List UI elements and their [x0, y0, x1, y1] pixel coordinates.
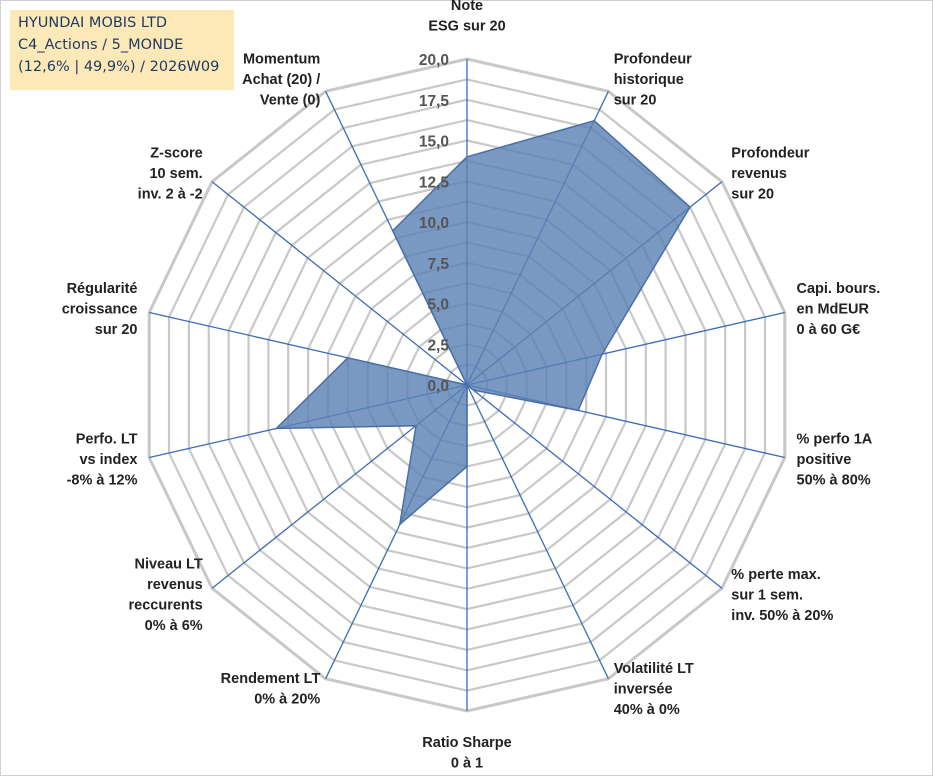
axis-tick-label: 15,0 [419, 134, 449, 151]
category-label-line: croissance [62, 302, 138, 318]
category-label-line: inv. 50% à 20% [731, 608, 833, 624]
category-label: Perfo. LT vs index -8% à 12% [67, 432, 138, 489]
axis-tick-label: 5,0 [427, 297, 449, 314]
category-label-line: Régularité [67, 281, 138, 297]
category-label-line: Ratio Sharpe [422, 735, 511, 751]
category-label-line: % perfo 1A [797, 432, 873, 448]
category-label-line: inversée [614, 681, 673, 697]
category-label: Profondeur historique sur 20 [614, 52, 692, 109]
category-label-line: Perfo. LT [76, 432, 138, 448]
spoke-line [211, 181, 468, 386]
category-label-line: Profondeur [731, 146, 809, 162]
title-company: HYUNDAI MOBIS LTD [18, 15, 168, 31]
category-label-line: 50% à 80% [797, 473, 871, 489]
axis-tick-label: 20,0 [419, 52, 449, 69]
axis-tick-label: 2,5 [427, 337, 449, 354]
category-label-line: 0% à 20% [254, 692, 320, 708]
spoke-line [466, 384, 609, 679]
spoke-line [466, 384, 723, 589]
category-label-line: ESG sur 20 [428, 19, 505, 35]
category-label-line: sur 20 [95, 322, 138, 338]
category-label-line: -8% à 12% [67, 473, 138, 489]
category-label-line: Niveau LT [134, 557, 202, 573]
title-stats: (12,6% | 49,9%) / 2026W09 [18, 59, 220, 75]
category-label-line: sur 20 [614, 93, 657, 109]
category-label: Capi. bours. en MdEUR 0 à 60 G€ [797, 281, 881, 338]
category-label: Z-score 10 sem. inv. 2 à -2 [138, 146, 203, 203]
category-label-line: Momentum [243, 52, 320, 68]
category-label-line: historique [614, 72, 684, 88]
category-label-line: 0% à 6% [145, 618, 203, 634]
category-label-line: positive [797, 452, 852, 468]
category-label: Niveau LT revenus reccurents 0% à 6% [129, 557, 203, 635]
category-label-line: 0 à 60 G€ [797, 322, 861, 338]
category-label-line: Rendement LT [221, 671, 321, 687]
radar-ticks: 0,0 2,5 5,0 7,5 10,0 12,5 15,0 17,5 20,0 [419, 52, 450, 395]
category-label: Momentum Achat (20) / Vente (0) [242, 52, 320, 109]
category-label-line: Note [451, 0, 483, 14]
radar-category-labels: Note ESG sur 20 Profondeur historique sur 20… [62, 0, 881, 772]
axis-tick-label: 10,0 [419, 215, 449, 232]
category-label-line: en MdEUR [797, 302, 870, 318]
category-label: % perfo 1A positive 50% à 80% [797, 432, 873, 489]
category-label-line: Volatilité LT [614, 661, 694, 677]
chart-title-box: HYUNDAI MOBIS LTD C4_Actions / 5_MONDE (… [10, 10, 234, 90]
category-label-line: Z-score [150, 146, 202, 162]
category-label-line: % perte max. [731, 567, 820, 583]
category-label-line: Vente (0) [260, 93, 321, 109]
category-label-line: revenus [147, 577, 203, 593]
category-label-line: sur 20 [731, 187, 774, 203]
category-label: % perte max. sur 1 sem. inv. 50% à 20% [731, 567, 833, 624]
radar-series [274, 119, 691, 527]
title-category: C4_Actions / 5_MONDE [18, 37, 184, 53]
category-label-line: sur 1 sem. [731, 588, 803, 604]
category-label-line: inv. 2 à -2 [138, 187, 203, 203]
category-label-line: reccurents [129, 598, 203, 614]
category-label-line: Profondeur [614, 52, 692, 68]
category-label: Profondeur revenus sur 20 [731, 146, 809, 203]
axis-tick-label: 7,5 [427, 256, 449, 273]
category-label-line: Capi. bours. [797, 281, 881, 297]
category-label-line: revenus [731, 166, 787, 182]
category-label-line: 40% à 0% [614, 702, 680, 718]
category-label: Ratio Sharpe 0 à 1 [422, 735, 511, 772]
category-label-line: 0 à 1 [451, 756, 483, 772]
category-label: Note ESG sur 20 [428, 0, 505, 35]
category-label-line: 10 sem. [149, 166, 202, 182]
category-label: Rendement LT 0% à 20% [221, 671, 321, 708]
axis-tick-label: 12,5 [419, 174, 450, 191]
category-label-line: vs index [79, 452, 137, 468]
axis-tick-label: 17,5 [419, 93, 450, 110]
category-label: Régularité croissance sur 20 [62, 281, 138, 338]
category-label: Volatilité LT inversée 40% à 0% [614, 661, 694, 718]
category-label-line: Achat (20) / [242, 72, 320, 88]
axis-tick-label: 0,0 [427, 378, 449, 395]
